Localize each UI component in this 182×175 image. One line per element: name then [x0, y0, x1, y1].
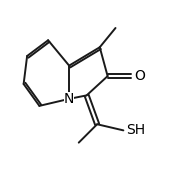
Text: O: O — [134, 69, 145, 83]
Text: N: N — [64, 92, 74, 106]
Text: SH: SH — [126, 123, 145, 137]
